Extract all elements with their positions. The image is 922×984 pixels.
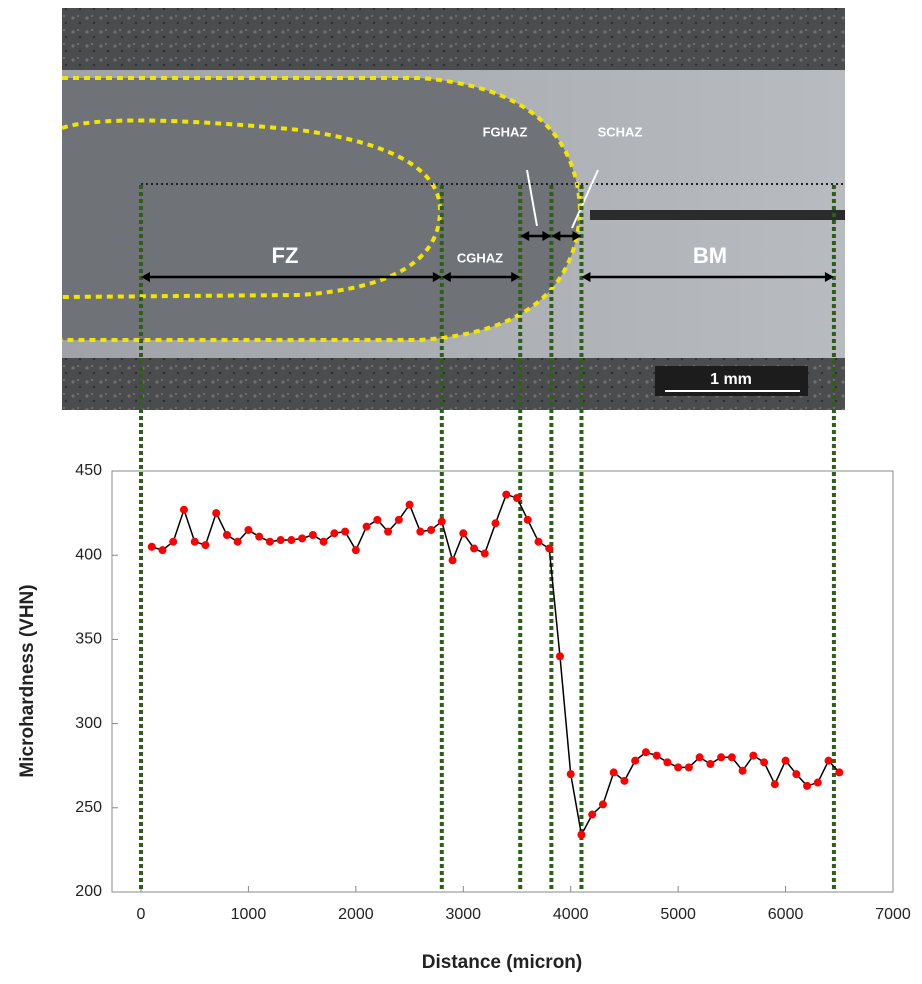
data-point [803,781,812,790]
data-point [641,748,650,757]
arrow-head [551,231,582,241]
data-point [770,780,779,789]
data-point [480,549,489,558]
data-point [459,529,468,538]
data-point [276,536,285,545]
data-point [513,493,522,502]
data-point [631,756,640,765]
y-tick-label: 300 [75,715,102,732]
data-point [663,758,672,767]
data-point [545,544,554,553]
data-point [437,517,446,526]
data-point [684,763,693,772]
data-point [394,515,403,524]
data-point [330,529,339,538]
data-point [416,527,425,536]
x-tick-label: 6000 [768,906,804,923]
x-tick-label: 5000 [660,906,696,923]
y-tick-label: 400 [75,546,102,563]
scale-label: 1 mm [710,371,752,388]
y-tick-label: 200 [75,883,102,900]
data-point [179,505,188,514]
data-point [781,756,790,765]
x-tick-label: 4000 [553,906,589,923]
data-point [169,537,178,546]
pointer [526,169,538,227]
data-point [674,763,683,772]
data-point [813,778,822,787]
x-tick-label: 7000 [875,906,911,923]
x-tick-label: 0 [137,906,146,923]
data-point [448,556,457,565]
data-point [760,758,769,767]
data-point [255,532,264,541]
data-point [738,766,747,775]
data-point [427,525,436,534]
data-point [470,544,479,553]
data-point [351,546,360,555]
data-point [405,500,414,509]
x-axis-label: Distance (micron) [422,952,582,973]
data-point [727,753,736,762]
data-point [566,770,575,779]
data-point [147,542,156,551]
data-point [233,537,242,546]
data-point [201,541,210,550]
pointer [571,169,599,229]
data-point [287,536,296,545]
data-point [588,810,597,819]
data-point [362,522,371,531]
data-point [158,546,167,555]
data-line [151,493,840,838]
zone-label: BM [693,243,727,268]
data-point [534,537,543,546]
y-tick-label: 350 [75,631,102,648]
fz-boundary [61,118,443,299]
crack [590,210,845,220]
data-point [749,751,758,760]
data-point [620,776,629,785]
data-point [373,515,382,524]
data-point [222,530,231,539]
micrograph: 1 mm [61,8,845,410]
data-point [598,800,607,809]
data-point [792,770,801,779]
plot-frame [111,470,894,893]
data-point [835,768,844,777]
zone-label: FGHAZ [483,124,528,139]
zone-label: CGHAZ [457,250,503,265]
data-point [212,509,221,518]
data-point [555,652,564,661]
data-point [308,530,317,539]
data-point [824,756,833,765]
data-point [652,751,661,760]
y-tick-label: 250 [75,799,102,816]
data-point [717,753,726,762]
x-tick-label: 2000 [338,906,374,923]
y-axis-label: Microhardness (VHN) [17,584,38,777]
arrow-head [441,272,521,282]
data-point [244,525,253,534]
zone-label: FZ [272,243,299,268]
data-point [319,537,328,546]
data-point [609,768,618,777]
data-point [502,490,511,499]
arrow-head [520,231,552,241]
data-point [265,537,274,546]
data-point [190,537,199,546]
data-point [341,527,350,536]
zone-label: SCHAZ [598,124,643,139]
data-point [695,753,704,762]
y-tick-label: 450 [75,462,102,479]
x-tick-label: 3000 [445,906,481,923]
data-point [523,515,532,524]
x-tick-label: 1000 [231,906,267,923]
data-point [298,534,307,543]
data-point [577,830,586,839]
data-point [706,760,715,769]
fusion-boundary [62,76,583,342]
data-point [384,527,393,536]
data-point [491,519,500,528]
